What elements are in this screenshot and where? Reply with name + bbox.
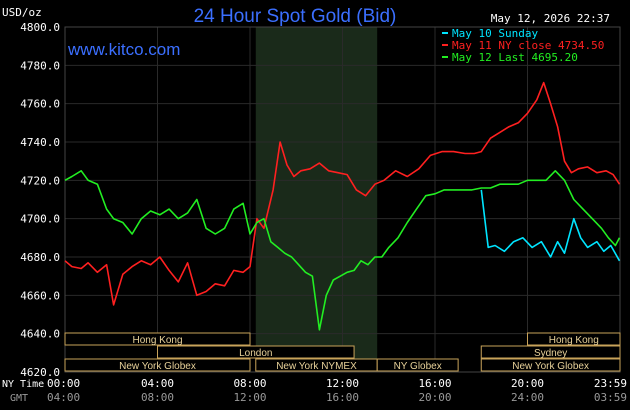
x-tick-label-gmt: 03:59 (594, 391, 627, 404)
y-tick-label: 4620.0 (20, 366, 60, 379)
market-session: NY Globex (376, 358, 459, 372)
x-tick-label-ny: 20:00 (511, 377, 544, 390)
market-session-label: Hong Kong (549, 335, 599, 346)
y-tick-label: 4660.0 (20, 289, 60, 302)
legend-label: May 11 NY close 4734.50 (452, 39, 604, 52)
x-tick-label-gmt: 04:00 (47, 391, 80, 404)
x-tick-label-ny: 12:00 (326, 377, 359, 390)
nymex-highlight-band (255, 27, 378, 372)
y-tick-label: 4680.0 (20, 251, 60, 264)
market-session-bar (480, 358, 621, 372)
market-session-label: NY Globex (394, 361, 442, 372)
y-tick-label: 4800.0 (20, 21, 60, 34)
market-session: New York Globex (480, 358, 621, 372)
market-session-bar (64, 332, 251, 346)
market-session-label: Hong Kong (132, 335, 182, 346)
plot-border (64, 26, 621, 373)
market-session: New York Globex (64, 358, 251, 372)
y-tick-label: 4640.0 (20, 328, 60, 341)
x-tick-label-gmt: 08:00 (141, 391, 174, 404)
legend-entry: May 12 Last 4695.20 (442, 51, 578, 64)
x-tick-label-ny: 00:00 (47, 377, 80, 390)
market-session-bar (157, 345, 355, 359)
grid-lines (65, 26, 620, 373)
market-session-label: New York Globex (119, 361, 196, 372)
series-line-3 (64, 170, 621, 331)
market-session-label: London (239, 348, 272, 359)
market-session-label: New York NYMEX (276, 361, 357, 372)
x-tick-label-gmt: 20:00 (418, 391, 451, 404)
series-lines (64, 81, 621, 331)
series-line-2 (64, 81, 621, 306)
watermark: www.kitco.com (67, 40, 180, 59)
market-session: London (157, 345, 355, 359)
y-tick-label: 4700.0 (20, 213, 60, 226)
x-axis: 00:0004:0004:0008:0008:0012:0012:0016:00… (47, 377, 627, 404)
y-tick-label: 4780.0 (20, 59, 60, 72)
market-session-bar (527, 332, 621, 346)
market-session-bars: Hong Kong London New York Globex New York N… (64, 332, 621, 372)
market-session-bar (64, 358, 251, 372)
y-tick-label: 4720.0 (20, 174, 60, 187)
market-session-label: Sydney (534, 348, 567, 359)
market-session-bar (480, 345, 621, 359)
market-session: Hong Kong (64, 332, 251, 346)
x-tick-label-ny: 23:59 (594, 377, 627, 390)
y-axis: 4800.0 4780.0 4760.0 4740.0 4720.0 4700.0 4680… (20, 21, 60, 379)
x-tick-label-ny: 08:00 (233, 377, 266, 390)
series-line-1 (480, 189, 621, 262)
y-tick-label: 4760.0 (20, 98, 60, 111)
legend-swatch (442, 32, 448, 34)
gmt-label: GMT (10, 393, 28, 404)
x-tick-label-gmt: 12:00 (233, 391, 266, 404)
ny-time-label: NY Time (2, 379, 44, 390)
market-session: Sydney (480, 345, 621, 359)
x-tick-label-ny: 16:00 (418, 377, 451, 390)
timestamp: May 12, 2026 22:37 (491, 12, 610, 25)
y-tick-label: 4740.0 (20, 136, 60, 149)
legend-label: May 10 Sunday (452, 27, 538, 40)
legend-label: May 12 Last 4695.20 (452, 51, 578, 64)
legend-swatch (442, 44, 448, 46)
legend-entry: May 10 Sunday (442, 27, 538, 40)
market-session: Hong Kong (527, 332, 621, 346)
currency-label: USD/oz (2, 6, 42, 19)
x-tick-label-gmt: 24:00 (511, 391, 544, 404)
x-tick-label-gmt: 16:00 (326, 391, 359, 404)
market-session: New York NYMEX (255, 358, 378, 372)
legend-swatch (442, 56, 448, 58)
chart-title: 24 Hour Spot Gold (Bid) (194, 6, 397, 27)
legend-entry: May 11 NY close 4734.50 (442, 39, 604, 52)
market-session-bar (376, 358, 459, 372)
market-session-label: New York Globex (512, 361, 589, 372)
x-tick-label-ny: 04:00 (141, 377, 174, 390)
